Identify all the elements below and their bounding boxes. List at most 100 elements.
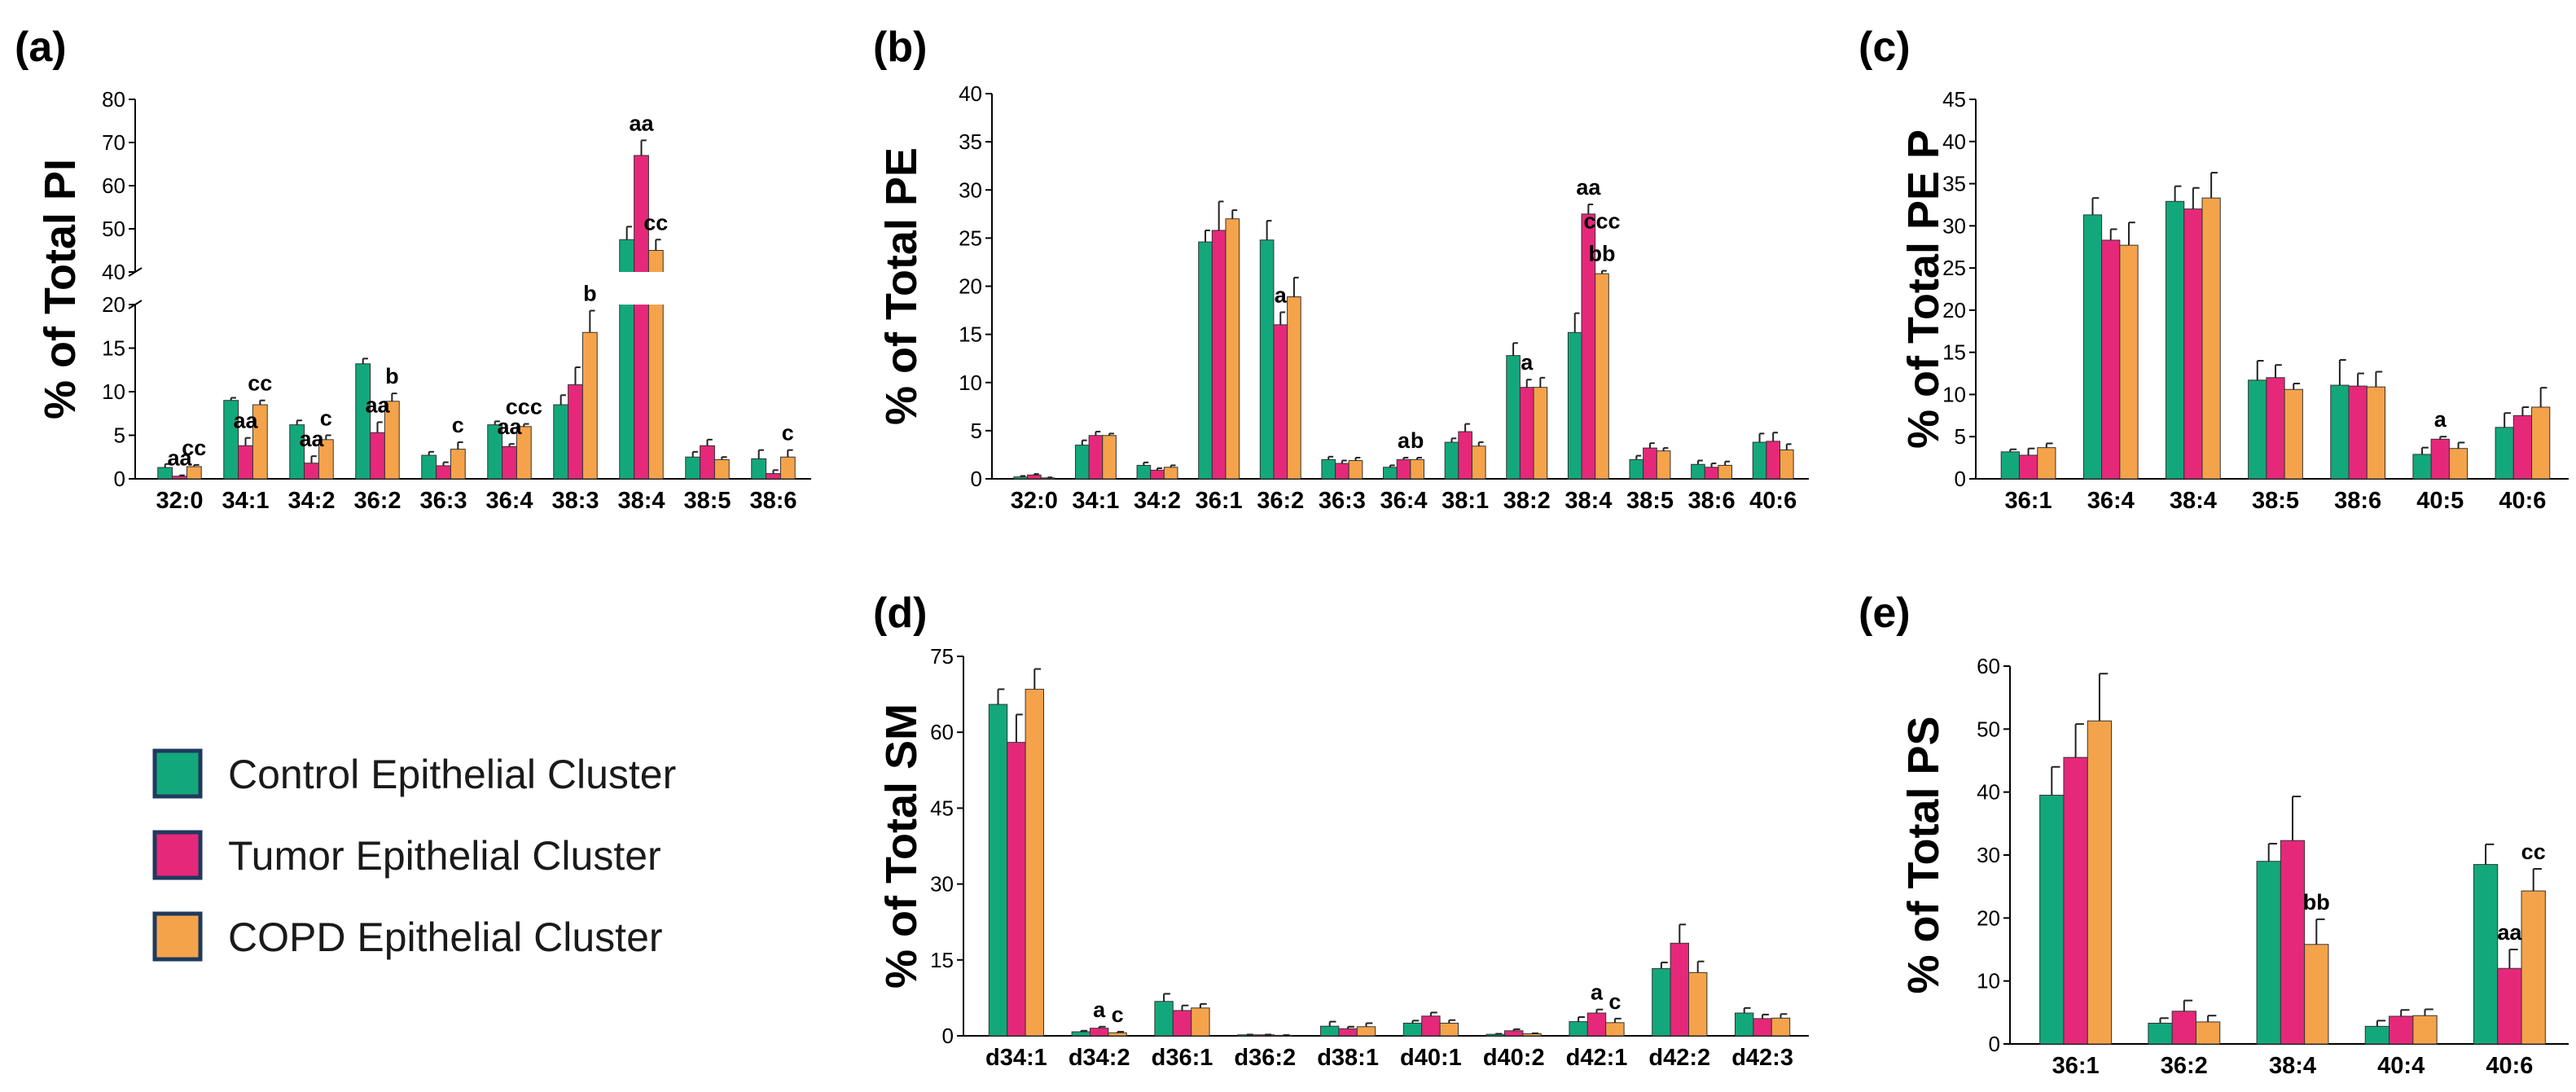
significance-label: cc — [248, 371, 272, 396]
bar — [2063, 757, 2088, 1045]
significance-label: cc — [643, 210, 668, 235]
bar — [355, 363, 371, 480]
bar — [1504, 1030, 1524, 1037]
bar — [1533, 387, 1548, 480]
bar — [2195, 1021, 2221, 1045]
y-tick-label: 40 — [1942, 129, 1966, 154]
bar — [1150, 469, 1165, 480]
y-tick-label: 15 — [1942, 340, 1966, 365]
legend-swatch-control — [152, 748, 203, 799]
panel-letter: (b) — [873, 24, 927, 71]
bar — [1569, 1021, 1588, 1037]
bar — [2364, 1025, 2390, 1045]
x-tick-label: 38:6 — [2334, 488, 2381, 514]
y-tick-label: 30 — [959, 178, 982, 202]
panel-letter: (c) — [1858, 24, 1911, 71]
bar — [713, 458, 730, 480]
bar — [568, 384, 583, 480]
bar — [553, 404, 569, 480]
significance-label: a — [1093, 998, 1106, 1022]
bar — [2256, 861, 2281, 1045]
bar — [1287, 296, 1301, 480]
legend-swatch-copd — [152, 911, 203, 962]
x-tick-label: d40:1 — [1400, 1045, 1462, 1071]
bar — [436, 465, 451, 480]
significance-label: aa — [629, 111, 654, 135]
significance-label: aa — [167, 446, 192, 471]
legend-label-tumor: Tumor Epithelial Cluster — [228, 833, 661, 879]
y-axis-label: % of Total PS — [1899, 716, 1948, 993]
bar — [2521, 890, 2546, 1045]
y-tick-label: 15 — [930, 948, 954, 972]
bar — [1718, 464, 1733, 480]
bar — [2119, 244, 2139, 480]
significance-label: a — [1591, 980, 1604, 1005]
significance-label: ccc — [1583, 209, 1620, 234]
bar — [2037, 447, 2056, 480]
y-tick-label: 40 — [959, 81, 982, 106]
bar — [1198, 241, 1213, 480]
bar — [2148, 1022, 2173, 1045]
bar — [1163, 467, 1178, 480]
bar — [2304, 944, 2329, 1045]
bar — [1439, 1022, 1459, 1037]
x-tick-label: 38:4 — [1564, 488, 1612, 514]
bar — [1629, 458, 1644, 480]
bar — [1025, 688, 1044, 1037]
bar — [2366, 386, 2386, 480]
bar — [581, 331, 598, 480]
x-tick-label: 38:6 — [749, 488, 796, 514]
significance-label: c — [320, 406, 332, 431]
bar — [304, 463, 319, 480]
x-tick-label: d34:2 — [1069, 1045, 1130, 1071]
y-tick-label: 70 — [102, 130, 125, 155]
significance-label: aa — [365, 393, 390, 417]
legend-swatch-tumor — [152, 830, 203, 880]
panel-d: (d) % of Total SM 0 15 30 45 60 75 d34:1 d34:2 d36… — [873, 590, 1809, 1071]
significance-label: c — [1608, 989, 1621, 1014]
bar — [502, 445, 517, 480]
y-tick-label: 0 — [971, 467, 982, 491]
bar — [1656, 450, 1671, 480]
legend-label-copd: COPD Epithelial Cluster — [228, 914, 663, 960]
bar — [1191, 1007, 1210, 1037]
x-tick-label: 40:6 — [1749, 488, 1797, 514]
x-tick-label: d38:1 — [1317, 1045, 1379, 1071]
significance-label: bb — [2303, 890, 2330, 914]
bar — [1458, 431, 1472, 480]
y-tick-label: 0 — [114, 467, 125, 491]
y-tick-label: 35 — [959, 129, 982, 154]
significance-label: c — [452, 413, 464, 437]
bar — [2039, 795, 2065, 1045]
significance-label: aa — [497, 414, 522, 439]
bar — [2101, 239, 2121, 480]
y-tick-label: 25 — [1942, 256, 1966, 280]
y-tick-label: 10 — [959, 371, 982, 395]
panel-e: (e) % of Total PS 0 10 20 30 40 50 60 36:1 36:2 38:… — [1858, 590, 2569, 1079]
significance-label: aa — [2497, 920, 2522, 945]
x-tick-label: 40:4 — [2377, 1053, 2425, 1079]
bar — [1090, 1028, 1109, 1037]
bar — [1704, 467, 1719, 480]
y-tick-label: 20 — [1942, 298, 1966, 322]
bar — [1071, 1031, 1091, 1037]
bar — [1211, 230, 1227, 480]
x-tick-label: 36:4 — [485, 488, 533, 514]
legend-label-control: Control Epithelial Cluster — [228, 752, 676, 797]
legend: Control Epithelial Cluster Tumor Epithel… — [152, 748, 676, 962]
x-tick-label: 34:2 — [287, 488, 335, 514]
bar — [779, 456, 796, 480]
y-tick-label: 0 — [942, 1024, 954, 1048]
bar — [2531, 406, 2551, 480]
bar — [1567, 331, 1582, 480]
y-tick-label: 40 — [1977, 780, 2000, 805]
significance-label: cc — [182, 436, 206, 460]
bar — [1136, 464, 1152, 480]
significance-label: b — [583, 281, 597, 305]
significance-label: a — [1521, 350, 1534, 375]
bar — [1586, 1012, 1607, 1037]
bar — [988, 704, 1008, 1037]
x-tick-label: 36:2 — [1257, 488, 1304, 514]
bar — [1007, 742, 1026, 1037]
